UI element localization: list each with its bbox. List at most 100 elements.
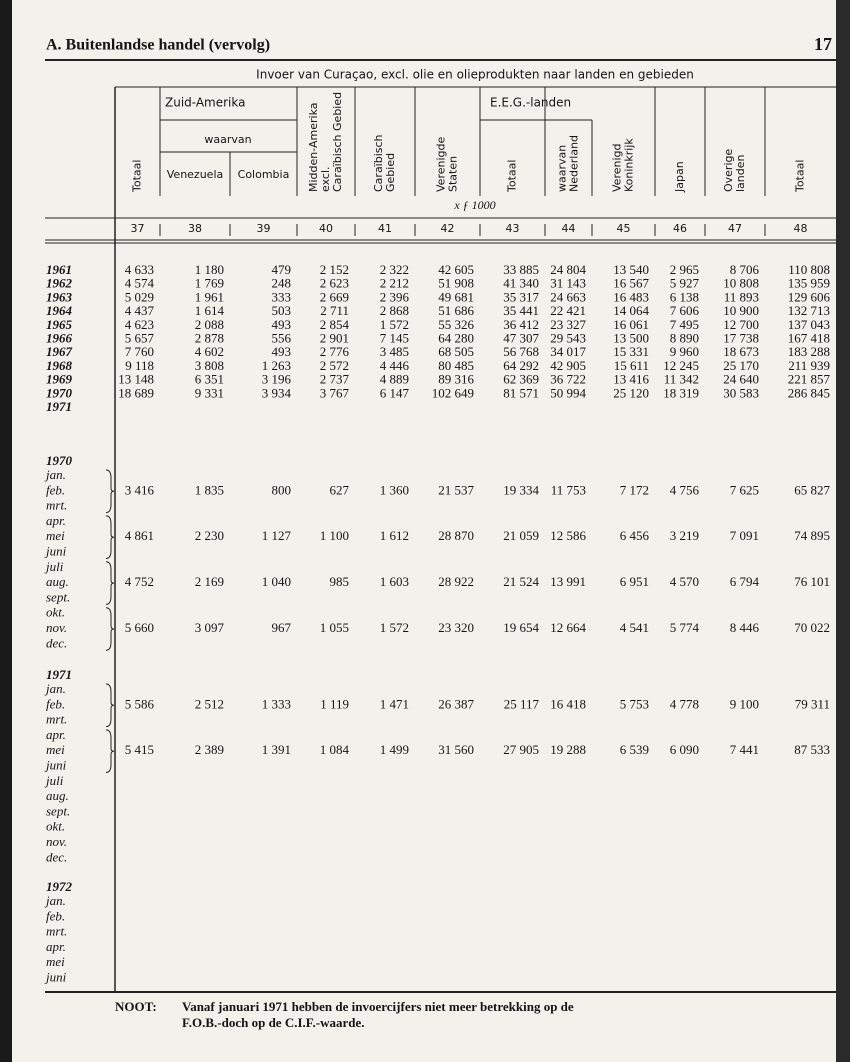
- group-header: E.E.G.-landen: [490, 96, 571, 110]
- cell-value: 1 612: [380, 528, 409, 543]
- cell-value: 30 583: [723, 385, 759, 400]
- cell-value: 13 540: [613, 262, 649, 277]
- cell-value: 12 664: [550, 620, 586, 635]
- cell-value: 5 660: [125, 620, 154, 635]
- cell-value: 4 778: [670, 696, 699, 711]
- cell-value: 2 711: [320, 303, 349, 318]
- row-label: 1962: [46, 276, 73, 291]
- row-label: 1969: [46, 372, 73, 387]
- cell-value: 12 245: [663, 358, 699, 373]
- cell-value: 4 602: [195, 344, 224, 359]
- month-label: mrt.: [46, 498, 67, 513]
- cell-value: 42 905: [550, 358, 586, 373]
- cell-value: 2 868: [380, 303, 409, 318]
- month-label: feb.: [46, 482, 65, 497]
- column-number: 37: [131, 222, 145, 235]
- column-header: Japan: [673, 161, 686, 193]
- cell-value: 34 017: [550, 344, 586, 359]
- page-title: A. Buitenlandse handel (vervolg): [46, 37, 270, 54]
- note-text: F.O.B.-doch op de C.I.F.-waarde.: [182, 1015, 365, 1030]
- cell-value: 129 606: [788, 289, 831, 304]
- cell-value: 25 120: [613, 385, 649, 400]
- column-header: Caraïbisch: [372, 134, 385, 192]
- column-header: Overige: [722, 149, 735, 192]
- cell-value: 7 760: [125, 344, 154, 359]
- cell-value: 627: [330, 482, 350, 497]
- cell-value: 1 769: [195, 276, 224, 291]
- month-label: mrt.: [46, 924, 67, 939]
- row-label: 1970: [46, 385, 73, 400]
- cell-value: 28 870: [438, 528, 474, 543]
- cell-value: 64 280: [438, 330, 474, 345]
- cell-value: 7 495: [670, 317, 699, 332]
- cell-value: 1 835: [195, 482, 224, 497]
- cell-value: 183 288: [788, 344, 830, 359]
- column-header: Totaal: [131, 160, 144, 193]
- cell-value: 8 890: [670, 330, 699, 345]
- cell-value: 51 686: [438, 303, 474, 318]
- section-year: 1970: [46, 453, 73, 468]
- cell-value: 49 681: [438, 289, 474, 304]
- cell-value: 6 090: [670, 742, 699, 757]
- row-label: 1971: [46, 399, 72, 414]
- cell-value: 68 505: [438, 344, 474, 359]
- cell-value: 248: [272, 276, 292, 291]
- cell-value: 74 895: [794, 528, 830, 543]
- cell-value: 47 307: [503, 330, 539, 345]
- row-label: 1967: [46, 344, 73, 359]
- unit: x ƒ 1000: [453, 198, 495, 212]
- cell-value: 4 633: [125, 262, 154, 277]
- cell-value: 36 722: [550, 372, 586, 387]
- cell-value: 89 316: [438, 372, 474, 387]
- month-label: jan.: [44, 467, 66, 482]
- month-label: okt.: [46, 819, 65, 834]
- cell-value: 6 456: [620, 528, 650, 543]
- cell-value: 29 543: [550, 330, 586, 345]
- cell-value: 3 196: [262, 372, 292, 387]
- cell-value: 10 900: [723, 303, 759, 318]
- cell-value: 24 663: [550, 289, 586, 304]
- month-label: nov.: [46, 834, 67, 849]
- cell-value: 493: [272, 344, 292, 359]
- cell-value: 1 603: [380, 574, 409, 589]
- cell-value: 1 180: [195, 262, 224, 277]
- cell-value: 1 263: [262, 358, 291, 373]
- cell-value: 211 939: [788, 358, 830, 373]
- cell-value: 137 043: [788, 317, 830, 332]
- cell-value: 35 441: [503, 303, 539, 318]
- cell-value: 2 737: [320, 372, 350, 387]
- cell-value: 1 360: [380, 482, 409, 497]
- cell-value: 985: [330, 574, 350, 589]
- cell-value: 2 878: [195, 330, 224, 345]
- cell-value: 221 857: [788, 372, 831, 387]
- cell-value: 9 118: [125, 358, 154, 373]
- cell-value: 2 169: [195, 574, 224, 589]
- cell-value: 5 415: [125, 742, 154, 757]
- cell-value: 4 437: [125, 303, 155, 318]
- cell-value: 2 776: [320, 344, 350, 359]
- cell-value: 1 055: [320, 620, 349, 635]
- cell-value: 1 499: [380, 742, 409, 757]
- month-label: mrt.: [46, 712, 67, 727]
- cell-value: 4 541: [620, 620, 649, 635]
- cell-value: 2 088: [195, 317, 224, 332]
- month-label: aug.: [46, 574, 69, 589]
- cell-value: 12 700: [723, 317, 759, 332]
- cell-value: 1 127: [262, 528, 292, 543]
- month-label: mei: [46, 528, 65, 543]
- column-number: 42: [441, 222, 455, 235]
- cell-value: 2 901: [320, 330, 349, 345]
- cell-value: 13 991: [550, 574, 586, 589]
- cell-value: 1 961: [195, 289, 224, 304]
- column-number: 41: [378, 222, 392, 235]
- section-year: 1971: [46, 667, 72, 682]
- column-header: Verenigde: [435, 137, 448, 192]
- cell-value: 3 485: [380, 344, 409, 359]
- column-number: 43: [506, 222, 520, 235]
- cell-value: 3 416: [125, 482, 155, 497]
- cell-value: 1 572: [380, 317, 409, 332]
- cell-value: 19 288: [550, 742, 586, 757]
- cell-value: 6 951: [620, 574, 649, 589]
- scan-edge: [0, 0, 12, 1062]
